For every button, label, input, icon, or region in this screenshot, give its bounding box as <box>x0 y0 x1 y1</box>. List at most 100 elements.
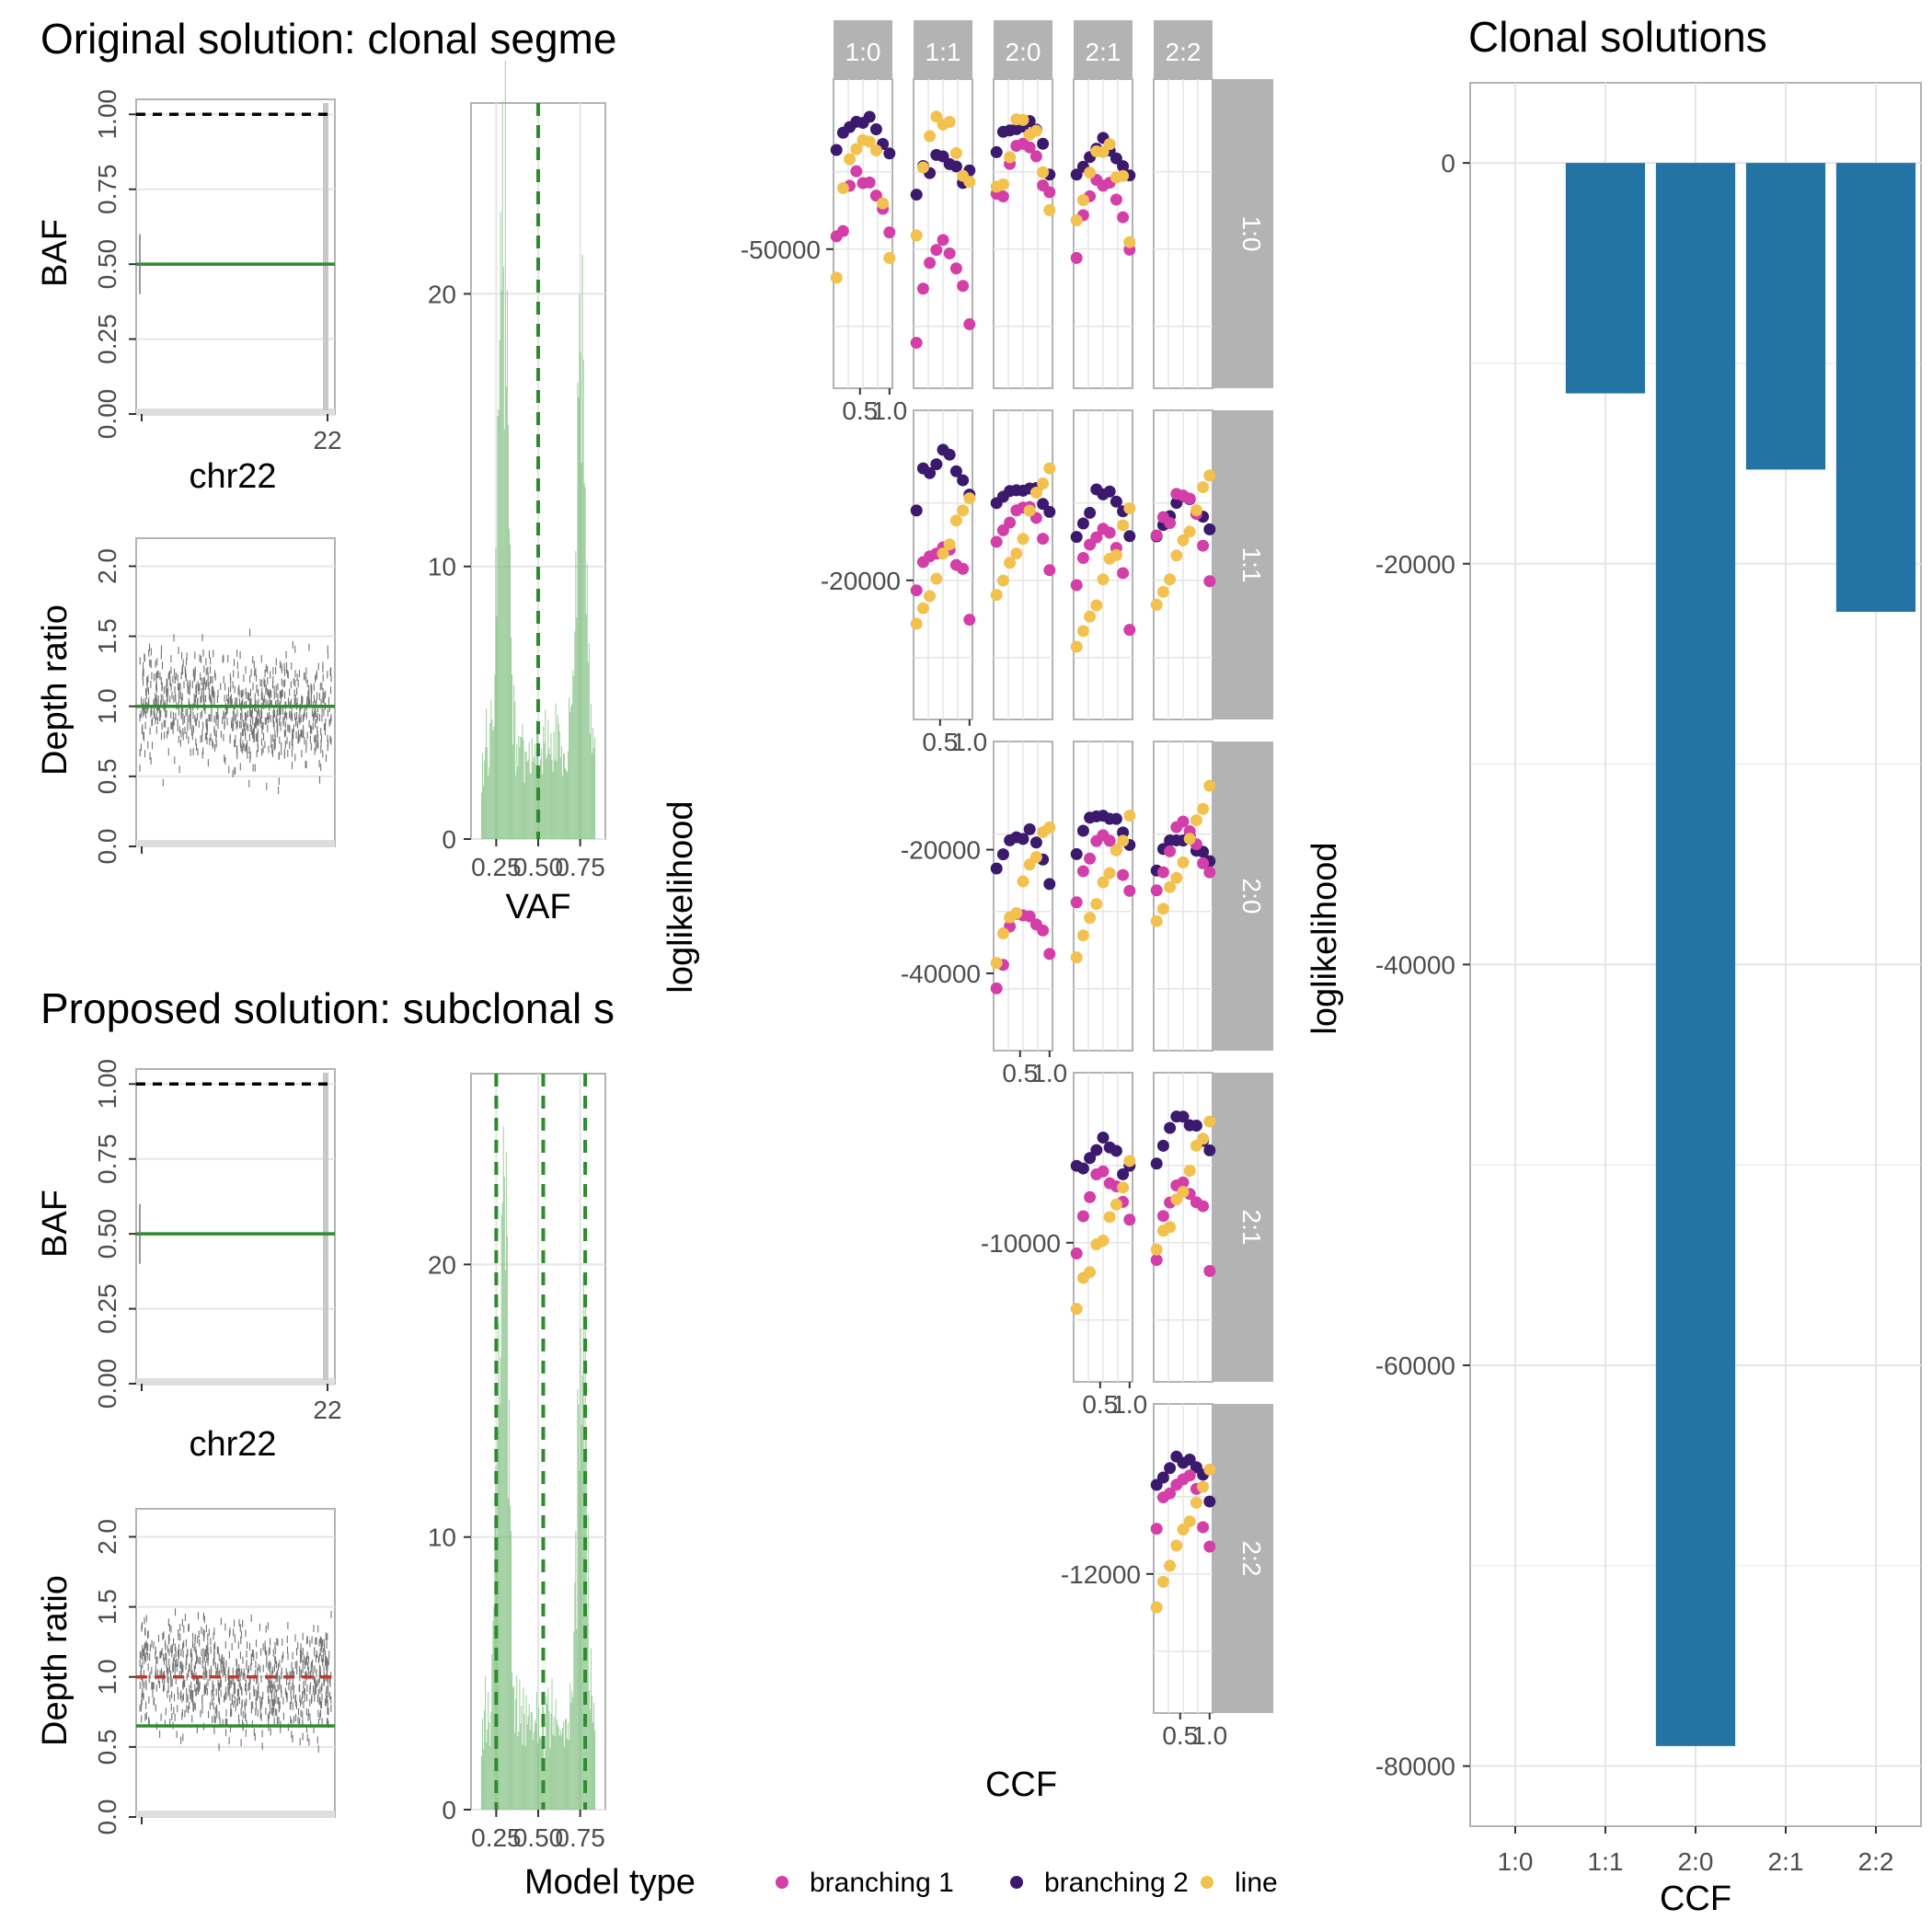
likelihood-point <box>996 190 1009 203</box>
row-strip-label: 2:0 <box>1237 879 1266 914</box>
likelihood-point <box>850 165 863 178</box>
histogram-bar <box>553 731 555 839</box>
likelihood-point <box>1123 530 1136 543</box>
histogram-bar <box>538 776 540 839</box>
histogram-bar <box>536 1742 538 1810</box>
y-tick-label: 20 <box>428 280 456 308</box>
histogram-bar <box>497 1432 499 1810</box>
histogram-bar <box>484 760 486 839</box>
histogram-bar <box>509 1505 512 1810</box>
likelihood-point <box>1110 844 1122 857</box>
proposed-vaf-panel: 0 10 20 0.250.500.75 <box>428 1073 606 1852</box>
likelihood-point <box>1123 810 1136 822</box>
likelihood-point <box>916 161 929 174</box>
row-strip <box>1213 742 1273 1051</box>
histogram-bar <box>516 1675 518 1810</box>
histogram-bar <box>588 1690 590 1810</box>
histogram-bar <box>547 1687 549 1810</box>
histogram-bar <box>517 766 519 839</box>
histogram-bar <box>497 416 499 839</box>
likelihood-point <box>1023 141 1036 154</box>
row-strip <box>1213 1073 1273 1382</box>
likelihood-point <box>1029 150 1042 163</box>
histogram-bar <box>578 1404 580 1810</box>
likelihood-point <box>1076 1162 1089 1175</box>
likelihood-point <box>1017 875 1029 888</box>
histogram-bar <box>498 1323 500 1810</box>
likelihood-point <box>1150 1243 1163 1256</box>
likelihood-point <box>1110 495 1122 508</box>
histogram-bar <box>507 1498 509 1810</box>
histogram-bar <box>571 1690 573 1810</box>
histogram-bar <box>509 545 512 839</box>
histogram-bar <box>547 719 549 839</box>
likelihood-point <box>1203 1463 1216 1476</box>
likelihood-point <box>910 229 923 242</box>
x-tick-label: 0.25 <box>471 853 522 881</box>
y-tick-label: 0 <box>442 825 456 854</box>
likelihood-point <box>924 590 937 603</box>
likelihood-point <box>1043 564 1056 577</box>
likelihood-point <box>990 982 1003 995</box>
histogram-bar <box>560 746 562 839</box>
histogram-bar <box>545 709 546 839</box>
x-tick-label: 2:1 <box>1768 1847 1804 1876</box>
likelihood-point <box>1190 814 1202 827</box>
histogram-bar <box>562 753 564 839</box>
x-tick-label: 1.0 <box>1191 1721 1227 1750</box>
likelihood-point <box>990 535 1003 548</box>
histogram-bar <box>533 756 535 839</box>
clonal-bar <box>1565 163 1646 394</box>
likelihood-point <box>844 153 857 166</box>
histogram-bar <box>577 1389 579 1810</box>
likelihood-point <box>924 257 937 270</box>
histogram-bar <box>518 1731 520 1810</box>
histogram-bar <box>503 1177 505 1810</box>
likelihood-point <box>883 226 896 239</box>
histogram-bar <box>505 1152 507 1810</box>
likelihood-point <box>1117 834 1130 847</box>
likelihood-point <box>963 176 976 189</box>
likelihood-point <box>1076 865 1089 878</box>
likelihood-point <box>1156 1210 1169 1223</box>
histogram-bar <box>522 1744 523 1810</box>
likelihood-point <box>1197 539 1210 552</box>
histogram-bar <box>496 616 498 839</box>
histogram-bar <box>586 1616 588 1810</box>
histogram-bar <box>558 1726 559 1810</box>
likelihood-point <box>1203 1495 1216 1508</box>
histogram-bar <box>542 774 544 839</box>
histogram-bar <box>484 1710 486 1810</box>
histogram-bar <box>485 747 487 839</box>
likelihood-point <box>949 465 962 477</box>
proposed-depth-panel: 0.0 0.5 1.0 1.5 2.0 <box>93 1508 336 1834</box>
likelihood-point <box>930 244 943 257</box>
histogram-bar <box>517 1736 519 1810</box>
likelihood-point <box>949 160 962 173</box>
likelihood-point <box>863 110 876 123</box>
likelihood-point <box>1097 573 1110 586</box>
likelihood-point <box>1110 1198 1122 1211</box>
likelihood-point <box>916 602 929 615</box>
y-tick-label: -12000 <box>1061 1560 1141 1589</box>
likelihood-point <box>1110 1144 1122 1157</box>
x-tick-label: 0.5 <box>1082 1390 1118 1419</box>
clonal-solutions-ylabel: loglikelihood <box>1305 842 1344 1034</box>
likelihood-point <box>1070 640 1083 653</box>
likelihood-point <box>1029 124 1042 137</box>
col-strip-label: 1:0 <box>845 38 881 66</box>
histogram-bar <box>568 1722 569 1810</box>
histogram-bar <box>573 676 575 839</box>
likelihood-point <box>943 247 956 259</box>
y-tick-label: 10 <box>428 553 456 581</box>
histogram-bar <box>564 767 566 839</box>
histogram-bar <box>585 614 587 839</box>
histogram-bar <box>565 770 568 839</box>
plot-area <box>135 1068 336 1385</box>
histogram-bar <box>541 1748 543 1810</box>
histogram-bar <box>488 775 489 839</box>
likelihood-point <box>943 448 956 461</box>
likelihood-point <box>937 547 949 560</box>
likelihood-point <box>1084 610 1097 623</box>
y-tick-label: 1.0 <box>93 688 121 724</box>
